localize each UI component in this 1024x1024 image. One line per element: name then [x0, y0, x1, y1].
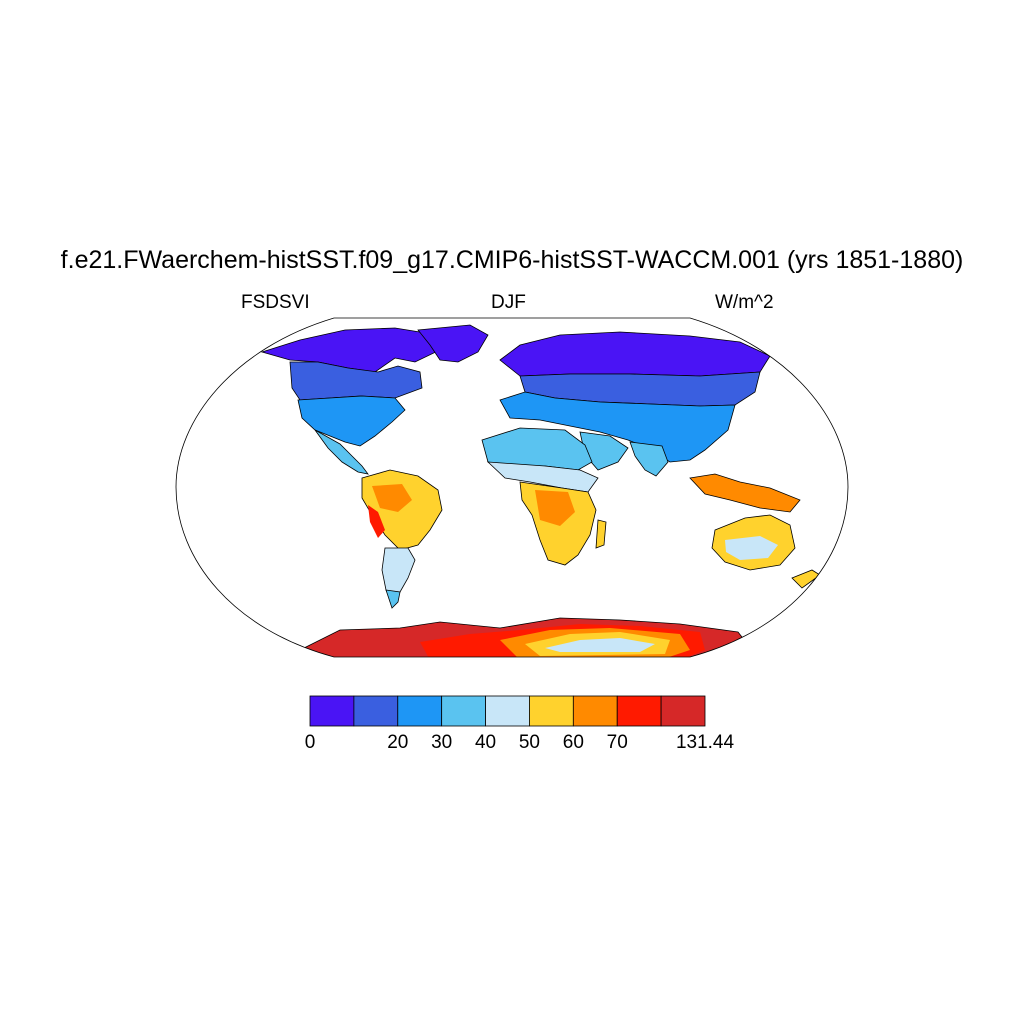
- south-america-amazon: [372, 484, 412, 512]
- colorbar-tick-label: 131.44: [675, 732, 735, 753]
- north-america-north: [260, 327, 441, 373]
- colorbar-tick-label: 40: [474, 732, 497, 753]
- colorbar-tick-label: 0: [304, 732, 316, 753]
- new-zealand: [791, 569, 821, 589]
- mexico: [314, 429, 369, 475]
- units-label: W/m^2: [715, 292, 774, 313]
- colorbar-tick-label: 30: [431, 732, 453, 753]
- patagonia: [385, 589, 401, 609]
- season-label: DJF: [491, 292, 526, 313]
- colorbar-swatch: [353, 695, 399, 727]
- africa-congo: [535, 490, 575, 526]
- greenland: [417, 324, 489, 363]
- maritime-continent: [689, 473, 801, 513]
- variable-label: FSDSVI: [241, 292, 310, 313]
- colorbar-swatch: [485, 695, 530, 727]
- colorbar-tick-label: 60: [562, 732, 584, 753]
- india: [629, 441, 669, 477]
- colorbar-tick-label: 20: [387, 732, 409, 753]
- colorbar-swatch: [309, 695, 355, 727]
- land-fill-layer: [260, 324, 821, 657]
- colorbar-swatch: [441, 695, 486, 727]
- colorbar-swatch: [616, 695, 662, 727]
- andes-red: [368, 505, 385, 538]
- colorbar-swatch: [660, 695, 706, 727]
- eurasia-north: [499, 331, 771, 377]
- north-america-usa: [297, 395, 406, 447]
- globe-outline: [175, 317, 849, 658]
- colorbar-tick-label: 70: [606, 732, 628, 753]
- colorbar-swatch: [572, 695, 618, 727]
- colorbar: [309, 695, 706, 727]
- antarctica-interior: [545, 638, 655, 652]
- australia-interior: [725, 536, 778, 560]
- madagascar: [595, 519, 607, 549]
- colorbar-swatch: [529, 695, 574, 727]
- colorbar-tick-label: 50: [518, 732, 541, 753]
- map-title: f.e21.FWaerchem-histSST.f09_g17.CMIP6-hi…: [60, 246, 964, 274]
- europe-south-asia: [499, 391, 736, 463]
- colorbar-swatch: [397, 695, 443, 727]
